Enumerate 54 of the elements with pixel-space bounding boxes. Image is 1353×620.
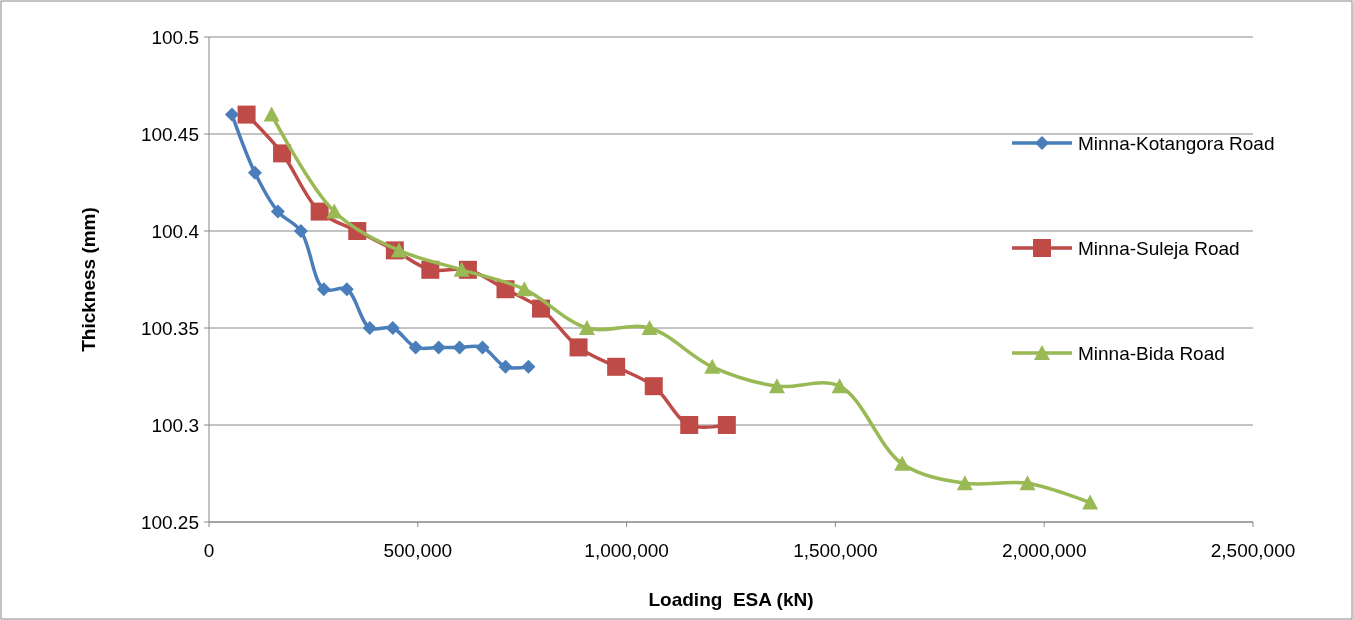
point	[316, 282, 331, 297]
point	[704, 358, 721, 374]
point	[956, 475, 973, 491]
x-tick-label: 2,500,000	[1210, 540, 1296, 561]
x-tick-label: 2,000,000	[1001, 540, 1087, 561]
x-axis-title: Loading ESA (kN)	[648, 589, 814, 610]
legend-label: Minna-Suleja Road	[1078, 237, 1240, 259]
point	[607, 357, 626, 376]
point	[310, 202, 329, 221]
point	[452, 340, 467, 355]
point	[578, 320, 595, 335]
point	[516, 281, 533, 297]
point	[362, 321, 377, 335]
point	[1082, 494, 1099, 510]
x-tick-label: 1,000,000	[584, 540, 669, 561]
point	[717, 416, 736, 434]
point	[475, 340, 490, 355]
y-tick-label: 100.35	[140, 317, 199, 339]
point	[224, 107, 239, 122]
point	[263, 106, 280, 122]
point	[326, 203, 343, 219]
point	[453, 261, 470, 277]
y-tick-label: 100.25	[140, 511, 199, 533]
point	[521, 359, 536, 374]
y-tick-label: 100.3	[151, 414, 199, 436]
legend-label: Minna-Kotangora Road	[1078, 132, 1275, 154]
point	[293, 224, 308, 238]
legend-label: Minna-Bida Road	[1078, 342, 1225, 364]
point	[431, 340, 446, 355]
point	[894, 455, 911, 471]
point	[273, 144, 292, 163]
x-tick-label: 1,500,000	[793, 540, 878, 561]
point	[339, 282, 354, 297]
point	[385, 321, 400, 335]
point	[831, 378, 848, 394]
point	[237, 105, 256, 124]
point	[569, 338, 588, 357]
point	[644, 377, 663, 396]
x-tick-label: 500,000	[383, 540, 453, 561]
x-tick-label: 0	[203, 540, 215, 561]
point	[421, 260, 440, 279]
point	[247, 165, 262, 180]
point	[768, 378, 785, 394]
y-tick-label: 100.5	[151, 26, 199, 48]
point	[680, 416, 699, 434]
point	[391, 242, 408, 258]
point	[408, 340, 423, 355]
point	[270, 204, 285, 219]
y-tick-label: 100.4	[151, 220, 200, 242]
point	[641, 320, 658, 335]
y-axis-title: Thickness (mm)	[78, 207, 99, 352]
y-tick-label: 100.45	[140, 123, 199, 145]
point	[498, 359, 513, 374]
point	[1019, 475, 1036, 491]
